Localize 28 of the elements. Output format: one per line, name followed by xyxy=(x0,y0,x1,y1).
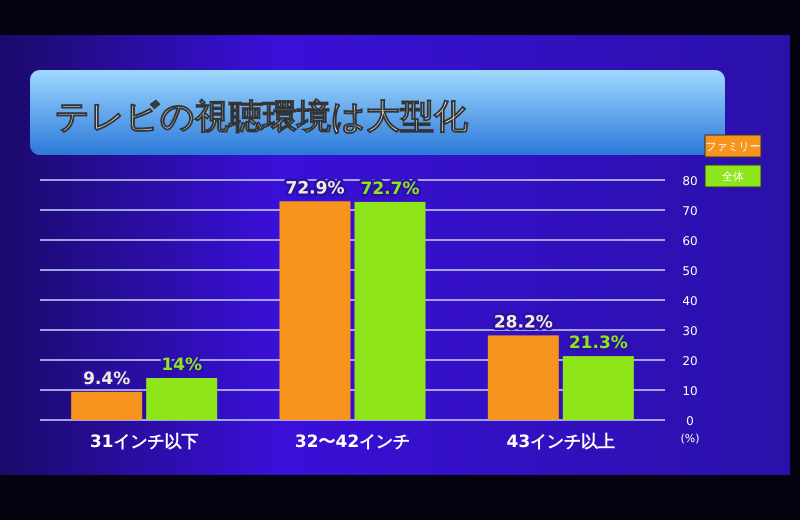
bar xyxy=(280,201,350,420)
bar xyxy=(488,335,559,420)
y-tick-label: 0 xyxy=(686,414,694,428)
text: ファミリー xyxy=(706,140,760,153)
data-label: 9.4% xyxy=(83,368,130,389)
x-tick-label: 31インチ以下 xyxy=(90,432,199,452)
y-tick-label: 60 xyxy=(682,234,698,248)
bar xyxy=(71,392,142,420)
y-tick-label: 10 xyxy=(682,384,698,398)
y-tick-label: 20 xyxy=(682,354,698,368)
bar xyxy=(354,202,426,420)
y-tick-label: 50 xyxy=(682,264,698,278)
chart-title: テレビの視聴環境は大型化 xyxy=(55,97,469,137)
data-label: 14% xyxy=(161,355,202,375)
y-tick-label: 30 xyxy=(682,324,698,338)
bar xyxy=(562,356,634,420)
y-tick-label: 40 xyxy=(682,294,698,308)
y-axis-title: (%) xyxy=(680,432,700,445)
data-label: 72.9% xyxy=(286,178,344,198)
y-tick-label: 80 xyxy=(682,174,698,188)
x-tick-label: 43インチ以上 xyxy=(506,432,616,452)
data-label: 28.2% xyxy=(494,312,553,332)
x-tick-label: 32〜42インチ xyxy=(294,432,410,452)
y-tick-label: 70 xyxy=(682,204,698,218)
text: 全体 xyxy=(722,170,744,183)
bar xyxy=(146,378,218,420)
data-label: 21.3% xyxy=(568,333,628,354)
data-label: 72.7% xyxy=(360,178,420,199)
